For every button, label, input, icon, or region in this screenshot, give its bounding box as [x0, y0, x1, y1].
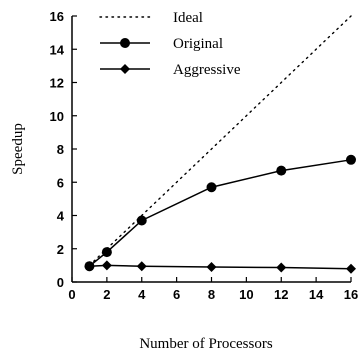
legend: Ideal Original Aggressive: [99, 10, 241, 78]
y-tick-label: 4: [57, 209, 65, 224]
series-original: [84, 154, 356, 272]
series-ideal: [88, 15, 352, 267]
data-point-aggressive: [136, 261, 147, 272]
series-line-original: [88, 159, 352, 267]
y-tick-label: 14: [50, 42, 65, 57]
series-aggressive: [84, 260, 356, 274]
data-point-original: [276, 165, 287, 176]
y-tick-label: 6: [57, 175, 64, 190]
data-point-aggressive: [84, 261, 95, 272]
legend-item-ideal: Ideal: [99, 10, 203, 26]
x-tick-label: 2: [103, 287, 110, 302]
data-point-original: [101, 247, 112, 258]
data-point-original: [136, 215, 147, 226]
y-tick-label: 0: [57, 275, 64, 290]
legend-label-original: Original: [173, 36, 223, 52]
data-point-aggressive: [206, 262, 217, 273]
x-tick-label: 12: [274, 287, 288, 302]
x-tick-label: 8: [208, 287, 215, 302]
y-axis-ticks: 0 2 4 6 8 10 12 14 16: [50, 9, 77, 290]
series-layer: [84, 15, 356, 274]
series-line-ideal: [88, 15, 352, 267]
y-axis-title: Speedup: [10, 123, 26, 175]
data-point-original: [346, 154, 356, 165]
x-tick-label: 14: [309, 287, 324, 302]
y-tick-label: 2: [57, 242, 64, 257]
y-tick-label: 8: [57, 142, 64, 157]
data-point-aggressive: [346, 263, 356, 274]
x-tick-label: 16: [344, 287, 358, 302]
legend-label-ideal: Ideal: [173, 10, 203, 26]
x-axis-title: Number of Processors: [139, 336, 272, 352]
x-axis-ticks: 0 2 4 6 8 10 12 14 16: [68, 277, 358, 302]
x-tick-label: 4: [138, 287, 146, 302]
legend-marker-original: [120, 38, 130, 48]
data-point-original: [206, 182, 217, 193]
y-tick-label: 10: [50, 109, 64, 124]
x-tick-label: 10: [239, 287, 253, 302]
x-tick-label: 0: [68, 287, 75, 302]
legend-item-original: Original: [100, 36, 223, 52]
legend-label-aggressive: Aggressive: [173, 62, 241, 78]
data-point-aggressive: [276, 262, 287, 273]
y-tick-label: 16: [50, 9, 64, 24]
legend-marker-aggressive: [120, 64, 130, 74]
legend-item-aggressive: Aggressive: [100, 62, 241, 78]
data-point-aggressive: [101, 260, 112, 271]
series-line-aggressive: [89, 264, 352, 270]
x-tick-label: 6: [173, 287, 180, 302]
y-tick-label: 12: [50, 76, 64, 91]
